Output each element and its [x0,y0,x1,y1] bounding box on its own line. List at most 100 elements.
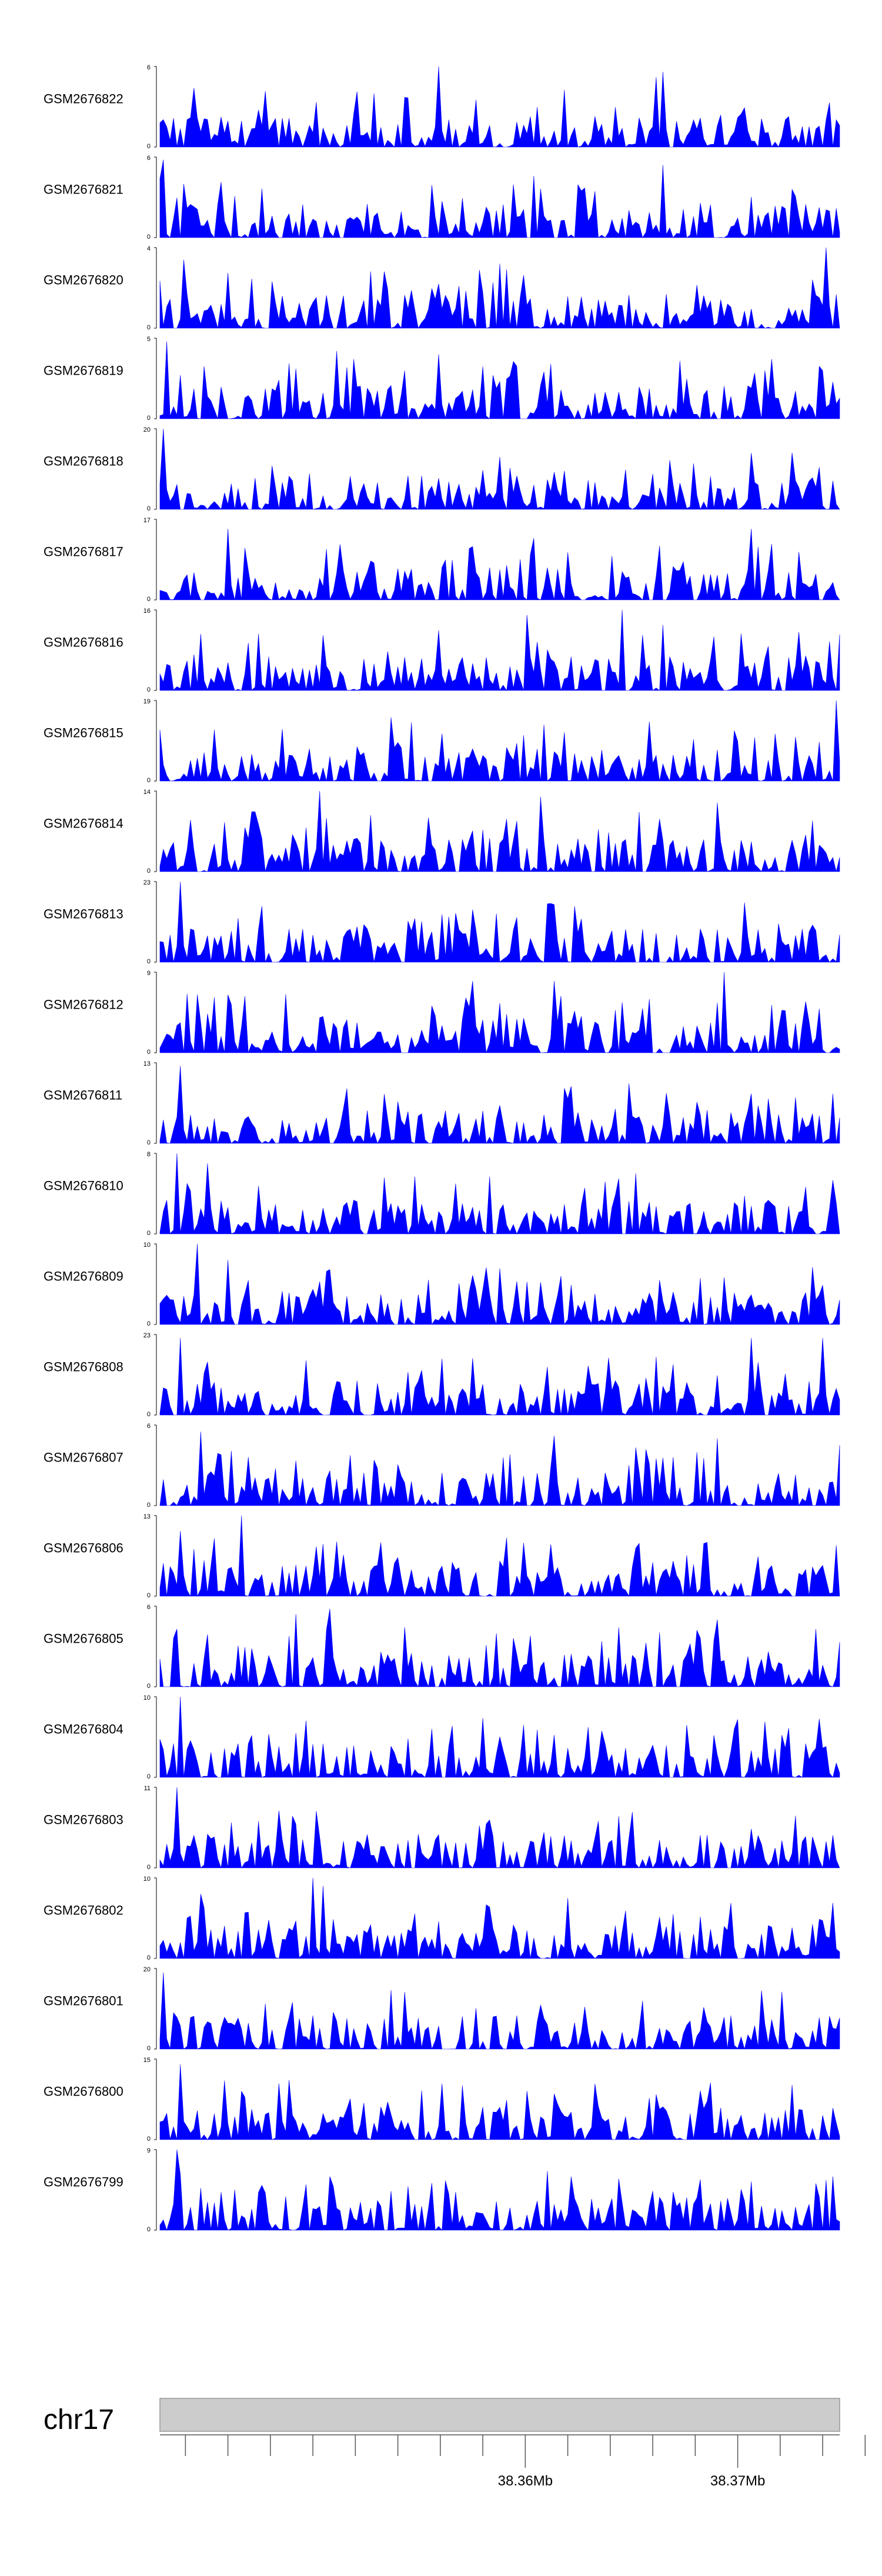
y-tick-label-max: 6 [147,1423,151,1430]
y-tick-label-min: 0 [147,1773,151,1780]
track-label: GSM2676818 [44,454,123,469]
coverage-area [159,1972,840,2050]
y-tick-label-max: 14 [143,789,151,796]
y-tick-label-max: 6 [147,64,151,71]
track-GSM2676815: GSM2676815 19 0 [44,698,840,784]
y-tick-label-max: 16 [143,608,151,615]
y-tick-label-max: 9 [147,2147,151,2154]
coverage-area [159,159,840,239]
y-tick-label-min: 0 [147,1411,151,1418]
track-GSM2676820: GSM2676820 4 0 [44,245,840,331]
coverage-area [159,1609,840,1688]
coverage-area [159,1787,840,1868]
coverage-area [159,341,840,420]
track-GSM2676799: GSM2676799 9 0 [44,2147,840,2233]
track-GSM2676818: GSM2676818 20 0 [44,426,840,512]
track-GSM2676821: GSM2676821 6 0 [44,155,840,241]
y-tick-label-max: 9 [147,970,151,977]
track-GSM2676819: GSM2676819 5 0 [44,336,840,422]
track-label: GSM2676799 [44,2175,123,2190]
track-GSM2676822: GSM2676822 6 0 [44,64,840,150]
data-tracks: GSM267682260GSM267682160GSM267682040GSM2… [44,64,840,2233]
y-tick-label-min: 0 [147,233,151,241]
coverage-area [159,1153,840,1235]
y-tick-label-min: 0 [147,505,151,512]
track-GSM2676810: GSM2676810 8 0 [44,1151,840,1237]
track-label: GSM2676820 [44,273,123,288]
y-tick-label-min: 0 [147,596,151,603]
track-GSM2676816: GSM2676816 16 0 [44,608,840,693]
y-tick-label-min: 0 [147,958,151,965]
y-tick-label-max: 6 [147,155,151,162]
track-GSM2676817: GSM2676817 17 0 [44,517,840,603]
y-tick-label-min: 0 [147,2226,151,2233]
major-tick-label: 38.36Mb [498,2473,553,2489]
track-label: GSM2676800 [44,2084,123,2099]
chromosome-ideogram [159,2398,840,2432]
track-label: GSM2676807 [44,1450,123,1465]
y-tick-label-max: 23 [143,1332,151,1339]
y-tick-label-min: 0 [147,1501,151,1509]
y-tick-label-min: 0 [147,867,151,875]
y-tick-label-max: 23 [143,879,151,886]
track-GSM2676805: GSM2676805 6 0 [44,1604,840,1690]
y-tick-label-min: 0 [147,777,151,784]
y-tick-label-min: 0 [147,1592,151,1599]
track-label: GSM2676808 [44,1360,123,1374]
y-tick-label-max: 15 [143,2057,151,2064]
y-tick-label-min: 0 [147,1049,151,1056]
track-label: GSM2676819 [44,363,123,378]
y-tick-label-max: 11 [144,1785,151,1792]
y-tick-label-min: 0 [147,2135,151,2143]
y-tick-label-max: 10 [143,1242,151,1249]
y-tick-label-min: 0 [147,1139,151,1146]
y-tick-label-max: 13 [143,1513,151,1520]
y-tick-label-max: 5 [147,336,151,343]
coverage-area [159,1515,840,1597]
y-tick-label-max: 10 [143,1876,151,1883]
y-tick-label-min: 0 [147,1230,151,1237]
coverage-area [159,700,840,782]
y-tick-label-min: 0 [147,686,151,693]
track-label: GSM2676822 [44,92,123,106]
coverage-area [159,609,840,691]
track-GSM2676813: GSM2676813 23 0 [44,879,840,965]
track-label: GSM2676801 [44,1994,123,2008]
y-tick-label-min: 0 [147,1683,151,1690]
coverage-area [159,2149,840,2231]
track-GSM2676809: GSM2676809 10 0 [44,1242,840,1327]
track-label: GSM2676821 [44,182,123,197]
y-tick-label-min: 0 [147,143,151,150]
track-GSM2676802: GSM2676802 10 0 [44,1876,840,1961]
y-tick-label-max: 20 [143,426,151,433]
track-label: GSM2676810 [44,1179,123,1193]
coverage-area [159,1243,840,1325]
track-label: GSM2676814 [44,816,123,831]
y-tick-label-max: 13 [143,1060,151,1067]
coverage-area [159,529,840,600]
major-tick-label: 38.37Mb [710,2473,765,2489]
track-GSM2676803: GSM2676803 11 0 [44,1785,840,1871]
y-tick-label-max: 6 [147,1604,151,1611]
track-label: GSM2676816 [44,635,123,650]
coverage-area [159,1337,840,1416]
y-tick-label-min: 0 [147,415,151,422]
track-label: GSM2676805 [44,1631,123,1646]
track-label: GSM2676809 [44,1269,123,1284]
track-GSM2676812: GSM2676812 9 0 [44,970,840,1056]
y-tick-label-max: 10 [143,1694,151,1701]
track-GSM2676811: GSM2676811 13 0 [44,1060,840,1146]
track-GSM2676814: GSM2676814 14 0 [44,789,840,875]
track-label: GSM2676812 [44,997,123,1012]
y-tick-label-min: 0 [147,1320,151,1327]
track-label: GSM2676817 [44,545,123,559]
y-tick-label-max: 8 [147,1151,151,1158]
track-GSM2676807: GSM2676807 6 0 [44,1423,840,1509]
coverage-area [159,2064,840,2140]
track-label: GSM2676813 [44,907,123,922]
y-tick-label-max: 4 [147,245,151,252]
y-tick-label-min: 0 [147,1864,151,1871]
